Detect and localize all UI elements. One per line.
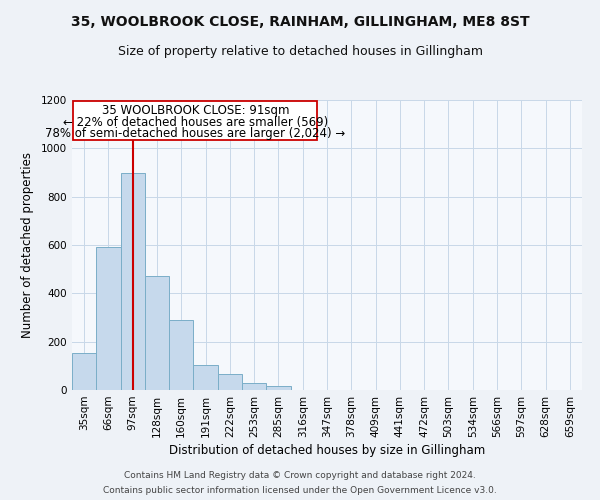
Text: ← 22% of detached houses are smaller (569): ← 22% of detached houses are smaller (56… — [62, 116, 328, 129]
Bar — [266, 386, 290, 390]
Text: Size of property relative to detached houses in Gillingham: Size of property relative to detached ho… — [118, 45, 482, 58]
Text: 35 WOOLBROOK CLOSE: 91sqm: 35 WOOLBROOK CLOSE: 91sqm — [101, 104, 289, 118]
Text: 35, WOOLBROOK CLOSE, RAINHAM, GILLINGHAM, ME8 8ST: 35, WOOLBROOK CLOSE, RAINHAM, GILLINGHAM… — [71, 15, 529, 29]
Text: Contains HM Land Registry data © Crown copyright and database right 2024.: Contains HM Land Registry data © Crown c… — [124, 471, 476, 480]
X-axis label: Distribution of detached houses by size in Gillingham: Distribution of detached houses by size … — [169, 444, 485, 457]
Bar — [145, 276, 169, 390]
Bar — [72, 352, 96, 390]
Bar — [242, 383, 266, 390]
Text: 78% of semi-detached houses are larger (2,024) →: 78% of semi-detached houses are larger (… — [45, 127, 346, 140]
Bar — [121, 172, 145, 390]
FancyBboxPatch shape — [73, 101, 317, 140]
Text: Contains public sector information licensed under the Open Government Licence v3: Contains public sector information licen… — [103, 486, 497, 495]
Bar — [218, 374, 242, 390]
Bar — [193, 364, 218, 390]
Bar — [169, 320, 193, 390]
Bar — [96, 248, 121, 390]
Y-axis label: Number of detached properties: Number of detached properties — [21, 152, 34, 338]
